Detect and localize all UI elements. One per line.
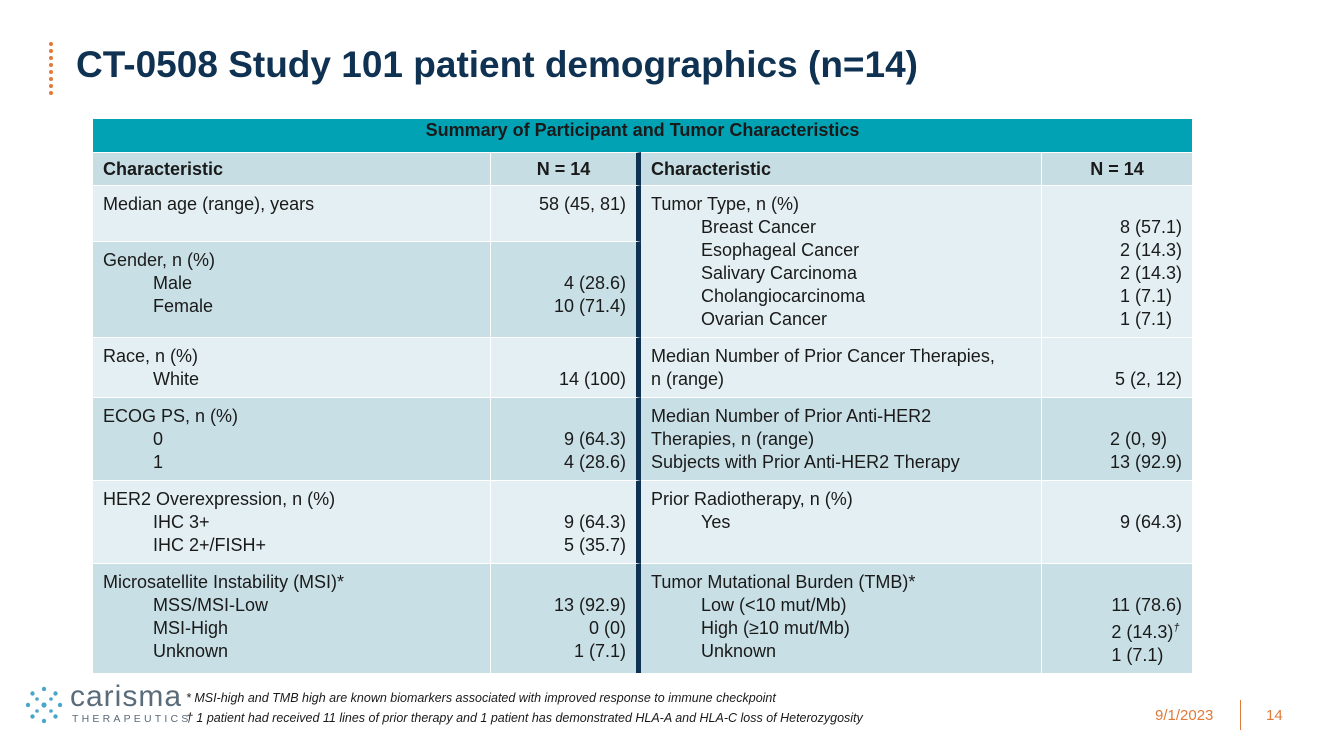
- page-number: 14: [1266, 707, 1283, 724]
- tumor-type-label: Tumor Type, n (%) Breast Cancer Esophage…: [641, 185, 1042, 337]
- footnote-dagger: † 1 patient had received 11 lines of pri…: [186, 711, 863, 725]
- race-label: Race, n (%) White: [93, 337, 491, 397]
- table-caption: Summary of Participant and Tumor Charact…: [93, 119, 1193, 152]
- msi-label: Microsatellite Instability (MSI)* MSS/MS…: [93, 563, 491, 673]
- logo-subtitle: THERAPEUTICS: [72, 713, 192, 725]
- radiotherapy-values: 9 (64.3): [1042, 480, 1193, 563]
- prior-therapies-label: Median Number of Prior Cancer Therapies,…: [641, 337, 1042, 397]
- race-values: 14 (100): [491, 337, 641, 397]
- median-age-value: 58 (45, 81): [491, 185, 641, 241]
- carisma-logo-icon: [25, 686, 63, 724]
- radiotherapy-label: Prior Radiotherapy, n (%) Yes: [641, 480, 1042, 563]
- header-n-right: N = 14: [1042, 152, 1193, 185]
- footer-divider: [1240, 700, 1241, 730]
- footnote-msi-tmb: * MSI-high and TMB high are known biomar…: [186, 691, 776, 705]
- table-row: Microsatellite Instability (MSI)* MSS/MS…: [93, 563, 1193, 673]
- tumor-type-values: 8 (57.1) 2 (14.3) 2 (14.3) 1 (7.1) 1 (7.…: [1042, 185, 1193, 337]
- slide-date: 9/1/2023: [1155, 707, 1214, 724]
- msi-values: 13 (92.9) 0 (0) 1 (7.1): [491, 563, 641, 673]
- ecog-values: 9 (64.3) 4 (28.6): [491, 397, 641, 480]
- anti-her2-values: 2 (0, 9) 13 (92.9): [1042, 397, 1193, 480]
- demographics-table: Summary of Participant and Tumor Charact…: [93, 119, 1193, 673]
- table-header-row: Characteristic N = 14 Characteristic N =…: [93, 152, 1193, 185]
- prior-therapies-value: 5 (2, 12): [1042, 337, 1193, 397]
- table-row: Median age (range), years 58 (45, 81) Tu…: [93, 185, 1193, 337]
- her2-values: 9 (64.3) 5 (35.7): [491, 480, 641, 563]
- title-accent-dots: [48, 42, 54, 98]
- gender-values: 4 (28.6) 10 (71.4): [491, 241, 641, 337]
- ecog-label: ECOG PS, n (%) 0 1: [93, 397, 491, 480]
- header-characteristic-left: Characteristic: [93, 152, 491, 185]
- anti-her2-label: Median Number of Prior Anti-HER2 Therapi…: [641, 397, 1042, 480]
- gender-label: Gender, n (%) Male Female: [93, 241, 491, 337]
- table-row: HER2 Overexpression, n (%) IHC 3+ IHC 2+…: [93, 480, 1193, 563]
- header-n-left: N = 14: [491, 152, 641, 185]
- tmb-label: Tumor Mutational Burden (TMB)* Low (<10 …: [641, 563, 1042, 673]
- table-row: ECOG PS, n (%) 0 1 9 (64.3) 4 (28.6) Med…: [93, 397, 1193, 480]
- her2-label: HER2 Overexpression, n (%) IHC 3+ IHC 2+…: [93, 480, 491, 563]
- median-age-label: Median age (range), years: [93, 185, 491, 241]
- logo-wordmark: carisma: [70, 680, 183, 713]
- header-characteristic-right: Characteristic: [641, 152, 1042, 185]
- table-row: Gender, n (%) Male Female 4 (28.6) 10 (7…: [93, 241, 1192, 337]
- page-title: CT-0508 Study 101 patient demographics (…: [76, 44, 919, 85]
- dagger-mark: †: [1173, 622, 1180, 634]
- tmb-values: 11 (78.6) 2 (14.3)† 1 (7.1): [1042, 563, 1193, 673]
- table-row: Race, n (%) White 14 (100) Median Number…: [93, 337, 1193, 397]
